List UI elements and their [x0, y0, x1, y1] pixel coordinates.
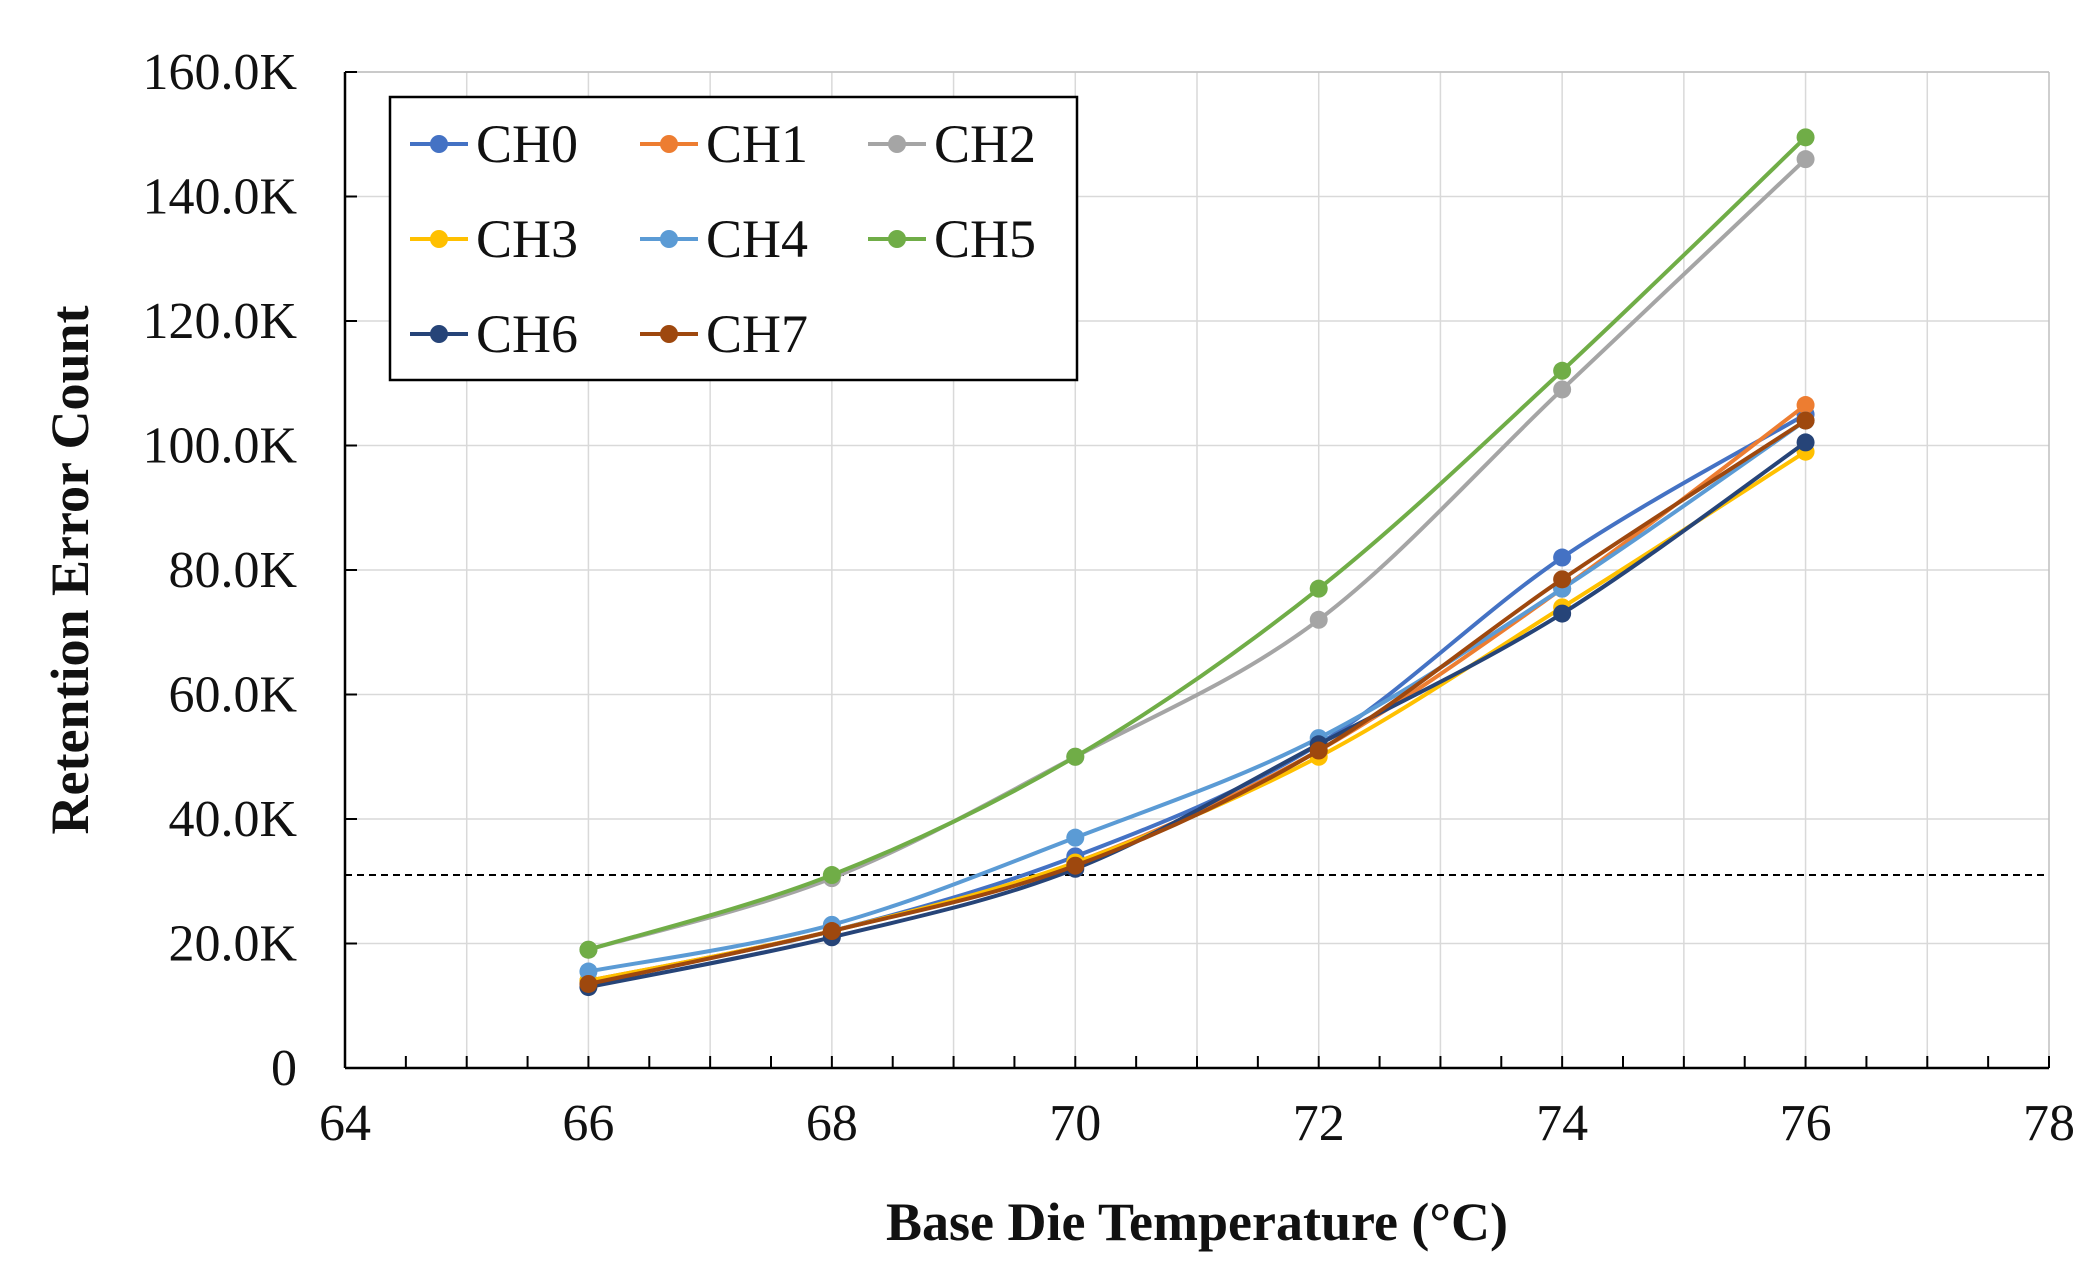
legend-item-ch5: CH5 — [868, 209, 1036, 269]
x-tick-label: 64 — [319, 1095, 371, 1152]
legend-swatch-marker-ch6 — [430, 325, 448, 343]
data-point-ch7 — [1553, 570, 1572, 589]
y-tick-label: 20.0K — [168, 916, 297, 973]
data-point-ch5 — [579, 940, 598, 959]
legend-label-ch7: CH7 — [706, 304, 808, 364]
y-tick-label: 0 — [271, 1040, 297, 1097]
x-tick-label: 76 — [1780, 1095, 1832, 1152]
legend-swatch-marker-ch4 — [660, 230, 678, 248]
data-point-ch5 — [1553, 361, 1572, 380]
data-point-ch5 — [1796, 128, 1815, 147]
data-point-ch5 — [1309, 579, 1328, 598]
data-point-ch4 — [1066, 828, 1085, 847]
series-line-ch6 — [588, 440, 1807, 990]
y-tick-label: 60.0K — [168, 667, 297, 724]
series-line-ch7 — [588, 418, 1807, 986]
legend-item-ch3: CH3 — [410, 209, 578, 269]
legend-item-ch7: CH7 — [640, 304, 808, 364]
series-ch7 — [579, 411, 1815, 993]
axes — [343, 71, 2050, 1070]
legend-swatch-marker-ch5 — [888, 230, 906, 248]
legend-swatch-marker-ch3 — [430, 230, 448, 248]
series-ch5 — [579, 128, 1815, 959]
x-axis-title: Base Die Temperature (°C) — [886, 1192, 1508, 1252]
x-tick-label: 70 — [1049, 1095, 1101, 1152]
data-point-ch2 — [1309, 610, 1328, 629]
data-point-ch7 — [1066, 856, 1085, 875]
legend-item-ch4: CH4 — [640, 209, 808, 269]
data-point-ch7 — [822, 922, 841, 941]
data-point-ch2 — [1796, 150, 1815, 169]
legend-swatch-marker-ch0 — [430, 135, 448, 153]
series-line-ch2 — [587, 157, 1807, 952]
legend-label-ch2: CH2 — [934, 114, 1036, 174]
legend: CH0 CH1 CH2 CH3 CH4 CH5 CH6 CH7 — [388, 95, 1079, 382]
data-point-ch6 — [1553, 604, 1572, 623]
x-tick-label: 78 — [2023, 1095, 2075, 1152]
y-tick-label: 100.0K — [142, 418, 297, 475]
legend-label-ch1: CH1 — [706, 114, 808, 174]
data-point-ch7 — [1796, 411, 1815, 430]
data-point-ch7 — [1309, 741, 1328, 760]
legend-label-ch4: CH4 — [706, 209, 808, 269]
data-point-ch0 — [1553, 548, 1572, 567]
x-tick-label: 66 — [562, 1095, 614, 1152]
legend-swatch-marker-ch2 — [888, 135, 906, 153]
legend-label-ch6: CH6 — [476, 304, 578, 364]
legend-item-ch6: CH6 — [410, 304, 578, 364]
legend-box — [388, 95, 1079, 382]
legend-label-ch3: CH3 — [476, 209, 578, 269]
y-tick-label: 120.0K — [142, 293, 297, 350]
x-tick-label: 68 — [806, 1095, 858, 1152]
data-point-ch6 — [1796, 433, 1815, 452]
legend-item-ch0: CH0 — [410, 114, 578, 174]
series-line-ch4 — [588, 418, 1807, 974]
x-tick-label: 74 — [1536, 1095, 1588, 1152]
data-point-ch5 — [822, 866, 841, 885]
x-tick-label: 72 — [1293, 1095, 1345, 1152]
y-tick-label: 140.0K — [142, 169, 297, 226]
data-point-ch2 — [1553, 380, 1572, 399]
legend-swatch-marker-ch7 — [660, 325, 678, 343]
legend-label-ch0: CH0 — [476, 114, 578, 174]
legend-item-ch1: CH1 — [640, 114, 808, 174]
data-point-ch7 — [579, 974, 598, 993]
data-point-ch4 — [579, 962, 598, 981]
series-layer — [579, 128, 1815, 997]
y-tick-label: 40.0K — [168, 791, 297, 848]
y-tick-label: 80.0K — [168, 542, 297, 599]
y-axis-title: Retention Error Count — [40, 305, 100, 834]
legend-swatch-marker-ch1 — [660, 135, 678, 153]
tick-labels: 64 66 68 70 72 74 76 78 0 20.0K 40.0K 60.0K 80.0K 100… — [142, 44, 2075, 1152]
legend-label-ch5: CH5 — [934, 209, 1036, 269]
data-point-ch1 — [1796, 396, 1815, 415]
legend-item-ch2: CH2 — [868, 114, 1036, 174]
data-point-ch5 — [1066, 747, 1085, 766]
y-tick-label: 160.0K — [142, 44, 297, 101]
